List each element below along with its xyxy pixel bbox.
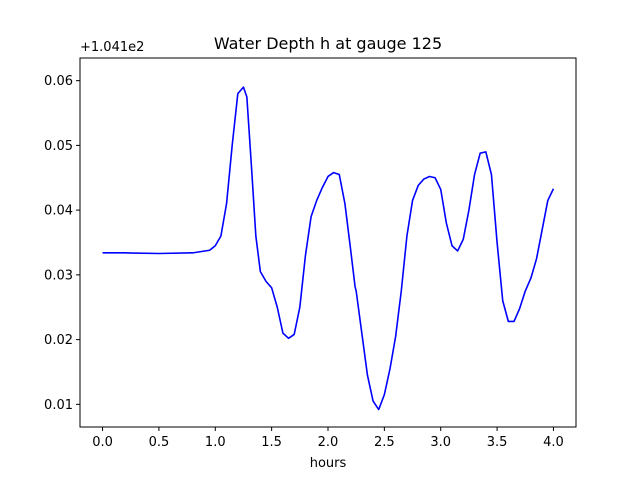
x-tick-label: 2.5 xyxy=(374,435,395,450)
y-tick-label: 0.05 xyxy=(44,139,73,154)
x-tick-label: 1.0 xyxy=(205,435,226,450)
x-tick-label: 4.0 xyxy=(543,435,564,450)
x-axis-ticks: 0.0 0.5 1.0 1.5 2.0 2.5 3.0 3.5 4.0 xyxy=(92,427,564,450)
chart-title: Water Depth h at gauge 125 xyxy=(214,34,442,53)
y-axis-offset-text: +1.041e2 xyxy=(80,40,144,55)
y-tick-label: 0.06 xyxy=(44,74,73,89)
series-line-0 xyxy=(102,86,555,411)
y-tick-label: 0.03 xyxy=(44,268,73,283)
y-axis-ticks: 0.01 0.02 0.03 0.04 0.05 0.06 xyxy=(44,74,80,413)
y-tick-label: 0.01 xyxy=(44,398,73,413)
x-tick-label: 0.0 xyxy=(92,435,113,450)
x-tick-label: 3.0 xyxy=(430,435,451,450)
x-tick-label: 2.0 xyxy=(318,435,339,450)
y-tick-label: 0.04 xyxy=(44,204,73,219)
x-tick-label: 3.5 xyxy=(487,435,508,450)
y-tick-label: 0.02 xyxy=(44,333,73,348)
x-axis-label: hours xyxy=(310,456,347,471)
x-tick-label: 0.5 xyxy=(149,435,170,450)
x-tick-label: 1.5 xyxy=(261,435,282,450)
